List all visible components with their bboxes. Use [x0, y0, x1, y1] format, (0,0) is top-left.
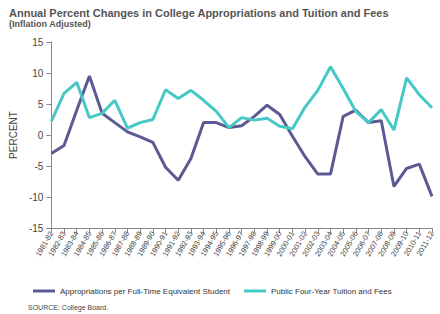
svg-text:15: 15: [32, 37, 44, 48]
svg-text:1993-94: 1993-94: [186, 229, 208, 258]
svg-text:1996-97: 1996-97: [224, 229, 246, 258]
svg-text:1995-96: 1995-96: [211, 229, 233, 258]
svg-text:2000-01: 2000-01: [274, 229, 297, 258]
svg-text:1998-99: 1998-99: [249, 229, 271, 258]
svg-text:5: 5: [38, 99, 44, 110]
svg-text:1985-86: 1985-86: [84, 229, 106, 258]
svg-text:2011-12: 2011-12: [415, 230, 436, 258]
svg-text:2005-06: 2005-06: [338, 229, 360, 258]
svg-text:1992-93: 1992-93: [173, 229, 195, 258]
svg-text:1990-91: 1990-91: [147, 229, 170, 258]
svg-text:Annual Percent Changes in Coll: Annual Percent Changes in College Approp…: [9, 7, 389, 19]
svg-text:1986-87: 1986-87: [97, 229, 119, 258]
svg-text:1982-83: 1982-83: [46, 229, 68, 258]
svg-text:1999-00: 1999-00: [262, 229, 284, 258]
svg-text:2008-09: 2008-09: [376, 229, 398, 258]
svg-text:2010-11: 2010-11: [402, 229, 424, 258]
svg-text:2002-03: 2002-03: [300, 229, 322, 258]
svg-text:0: 0: [38, 130, 44, 141]
svg-text:Public Four-Year Tuition and F: Public Four-Year Tuition and Fees: [271, 287, 392, 296]
svg-text:1997-98: 1997-98: [236, 229, 259, 258]
svg-text:-10: -10: [29, 192, 44, 203]
svg-text:-15: -15: [29, 223, 44, 234]
svg-text:2007-08: 2007-08: [363, 229, 386, 258]
svg-text:2009-10: 2009-10: [389, 229, 411, 258]
svg-text:2004-05: 2004-05: [325, 229, 348, 258]
svg-text:Appropriations per Full-Time E: Appropriations per Full-Time Equivalent …: [60, 287, 231, 296]
svg-text:1983-84: 1983-84: [59, 229, 81, 258]
svg-text:1987-88: 1987-88: [109, 229, 132, 258]
svg-text:10: 10: [32, 68, 44, 79]
svg-text:(Inflation Adjusted): (Inflation Adjusted): [9, 19, 91, 29]
svg-text:1988-89: 1988-89: [122, 229, 145, 258]
svg-text:-5: -5: [34, 161, 43, 172]
svg-text:1994-95: 1994-95: [198, 229, 221, 258]
svg-text:1991-92: 1991-92: [160, 229, 183, 258]
svg-text:2006-07: 2006-07: [350, 229, 373, 258]
svg-text:1989-90: 1989-90: [135, 229, 157, 258]
svg-text:1981-82: 1981-82: [33, 229, 56, 258]
svg-text:SOURCE: College Board.: SOURCE: College Board.: [28, 304, 108, 312]
svg-text:1984-85: 1984-85: [71, 229, 94, 258]
svg-text:2003-04: 2003-04: [312, 229, 335, 258]
svg-text:PERCENT: PERCENT: [8, 111, 19, 159]
svg-text:2001-02: 2001-02: [287, 229, 309, 258]
